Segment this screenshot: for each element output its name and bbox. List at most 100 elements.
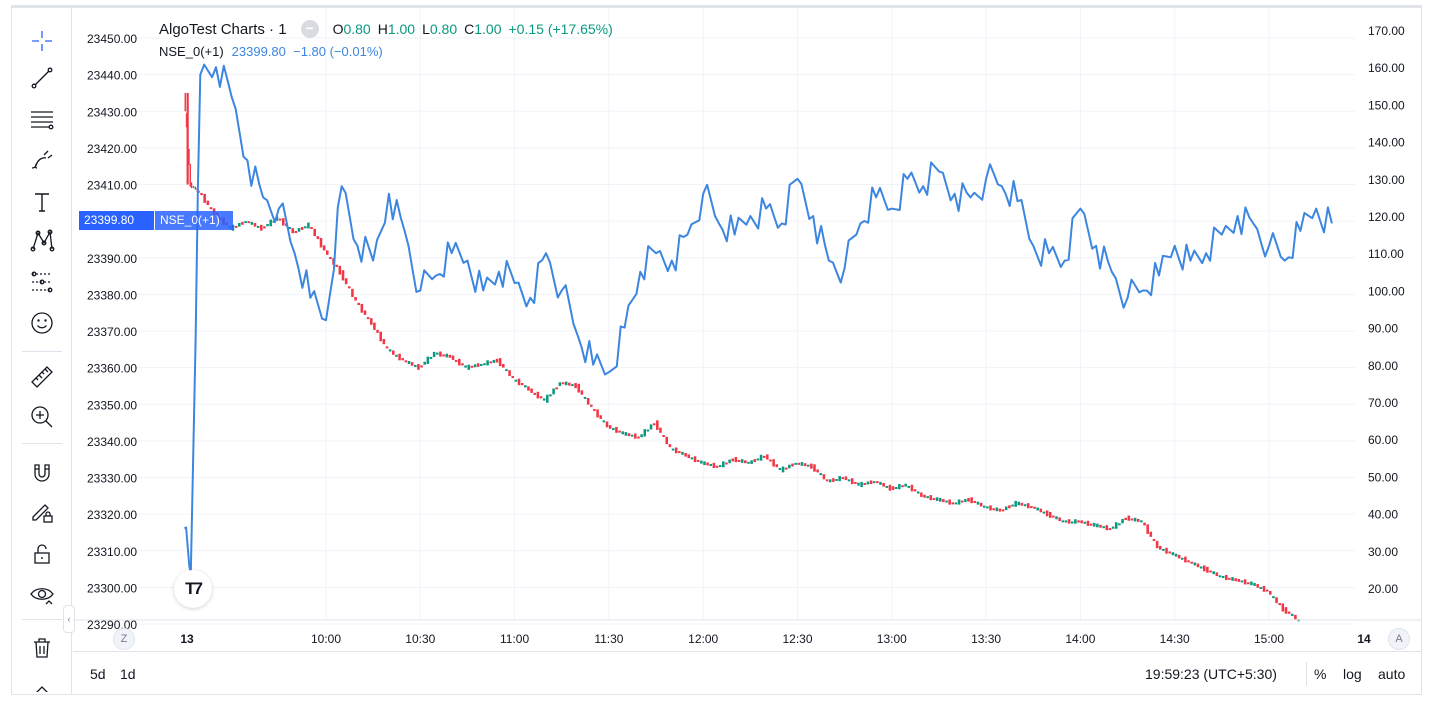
candle: [740, 459, 744, 463]
candle: [797, 462, 801, 465]
trash-tool[interactable]: [26, 632, 58, 664]
candle: [294, 231, 298, 234]
candle: [822, 474, 826, 480]
candle: [816, 469, 819, 473]
candle: [1105, 525, 1109, 531]
candle: [533, 392, 537, 395]
range-5d-button[interactable]: 5d: [90, 666, 106, 682]
candle: [1127, 515, 1131, 521]
candle: [964, 499, 967, 503]
candle: [189, 163, 191, 187]
pattern-tool[interactable]: [26, 225, 58, 257]
candle: [486, 360, 489, 366]
legend-series2-name[interactable]: NSE_0(+1): [159, 43, 224, 59]
forecast-tool[interactable]: [26, 266, 58, 298]
left-axis-label: 23370.00: [87, 325, 137, 339]
candle: [920, 492, 923, 497]
clock-timezone[interactable]: 19:59:23 (UTC+5:30): [1145, 666, 1277, 682]
candle: [973, 500, 977, 503]
candle: [605, 421, 609, 428]
candle: [1102, 526, 1105, 529]
candle: [728, 459, 731, 464]
candle: [1177, 554, 1181, 559]
fib-retracement-tool[interactable]: [26, 103, 58, 135]
crosshair-tool[interactable]: [26, 25, 58, 57]
collapse-legend-button[interactable]: −: [300, 20, 319, 38]
candle: [498, 358, 502, 367]
candle: [1218, 575, 1222, 578]
candle: [1224, 574, 1228, 581]
brush-tool[interactable]: [26, 144, 58, 176]
candle: [310, 226, 313, 229]
candle: [366, 317, 370, 320]
ruler-tool[interactable]: [26, 361, 58, 393]
candle: [1061, 520, 1065, 523]
candle: [1168, 551, 1171, 554]
zoom-reset-left-button[interactable]: Z: [113, 628, 135, 650]
candle: [1240, 580, 1244, 583]
candle: [241, 221, 244, 225]
candle: [200, 192, 203, 196]
candle: [1001, 509, 1005, 512]
candle: [813, 464, 816, 472]
lock-tool[interactable]: [26, 538, 58, 570]
candle: [872, 481, 876, 484]
candle: [844, 476, 848, 481]
candle: [300, 226, 304, 230]
eye-tool[interactable]: [26, 578, 58, 610]
auto-scale-button[interactable]: A: [1388, 628, 1410, 650]
candle: [1004, 506, 1008, 511]
range-1d-button[interactable]: 1d: [120, 666, 136, 682]
candle: [954, 502, 958, 505]
candle: [341, 270, 345, 281]
chart-area[interactable]: 23450.00 23440.00 23430.00 23420.00 23410.00…: [73, 8, 1422, 695]
candle: [624, 432, 628, 436]
trend-line-tool[interactable]: [26, 62, 58, 94]
candle: [1008, 505, 1011, 509]
candle: [1149, 531, 1153, 537]
candle: [476, 363, 480, 367]
zoom-in-tool[interactable]: [26, 401, 58, 433]
candle: [1193, 562, 1197, 566]
lock-draw-tool[interactable]: [26, 496, 58, 528]
emoji-tool[interactable]: [26, 307, 58, 339]
left-axis-label: 23330.00: [87, 472, 137, 486]
scroll-up-tool[interactable]: [26, 676, 58, 692]
toolbar-collapse-button[interactable]: ‹: [63, 605, 75, 633]
series-line-path: [183, 63, 1333, 575]
candle: [373, 322, 376, 330]
percent-scale-toggle[interactable]: %: [1314, 666, 1327, 682]
candle: [640, 434, 643, 438]
right-axis-label: 130.00: [1368, 173, 1405, 187]
series-name-tag: NSE_0(+1): [155, 211, 233, 230]
candle: [876, 481, 879, 484]
left-axis-label: 23320.00: [87, 508, 137, 522]
text-tool[interactable]: [26, 186, 58, 218]
legend-title[interactable]: AlgoTest Charts · 1: [159, 20, 287, 38]
candle: [1118, 523, 1121, 526]
candle: [1259, 587, 1263, 590]
candle: [555, 387, 559, 390]
candle: [483, 363, 486, 366]
candle: [810, 463, 813, 469]
candle: [652, 423, 656, 426]
candle: [847, 479, 851, 482]
candle: [489, 361, 492, 364]
candle: [564, 381, 568, 386]
candle: [313, 228, 316, 237]
candle: [1215, 572, 1219, 577]
log-scale-toggle[interactable]: log: [1343, 666, 1362, 682]
time-axis-label: 15:00: [1254, 632, 1284, 646]
chart-canvas[interactable]: 23450.00 23440.00 23430.00 23420.00 23410.00…: [73, 8, 1422, 651]
candle: [1136, 518, 1140, 522]
candle: [206, 200, 210, 206]
magnet-tool[interactable]: [26, 457, 58, 489]
candle: [357, 302, 360, 305]
candle: [401, 358, 404, 361]
candle: [819, 473, 823, 476]
tradingview-logo[interactable]: T7: [174, 570, 212, 608]
candle: [583, 396, 587, 399]
candle: [1272, 596, 1275, 599]
auto-scale-toggle[interactable]: auto: [1378, 666, 1406, 682]
candle: [1231, 577, 1234, 581]
